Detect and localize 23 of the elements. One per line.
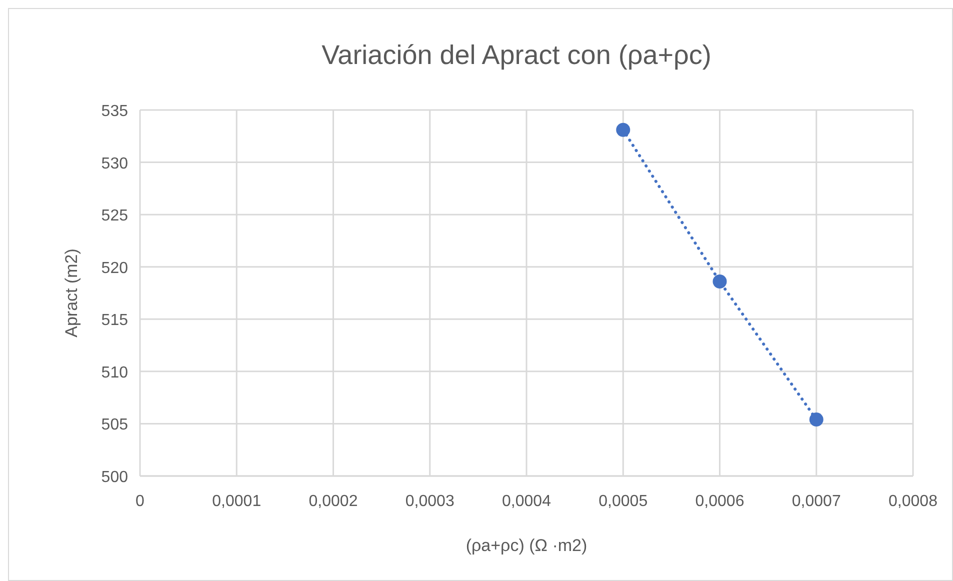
y-tick-label: 525 xyxy=(101,208,128,225)
x-tick-label: 0 xyxy=(136,493,145,510)
x-tick-label: 0,0001 xyxy=(212,493,262,510)
x-tick-label: 0,0008 xyxy=(888,493,938,510)
y-tick-label: 510 xyxy=(101,364,128,382)
x-tick-label: 0,0006 xyxy=(695,493,744,510)
x-tick-label: 0,0005 xyxy=(598,493,648,510)
point xyxy=(712,274,727,288)
y-tick-label: 515 xyxy=(101,312,128,330)
x-tick-label: 0,0004 xyxy=(502,493,552,510)
y-tick-label: 535 xyxy=(101,103,128,120)
point xyxy=(616,122,630,137)
point xyxy=(809,412,824,427)
x-tick-label: 0,0007 xyxy=(792,493,841,510)
x-tick-label: 0,0002 xyxy=(308,493,358,510)
y-axis-title: Apract (m2) xyxy=(62,248,81,338)
x-axis-title: (ρa+ρc) (Ω ·m2) xyxy=(466,536,588,555)
y-tick-label: 500 xyxy=(101,469,128,486)
x-tick-label: 0,0003 xyxy=(405,493,454,510)
y-tick-label: 530 xyxy=(101,155,128,172)
y-tick-label: 505 xyxy=(101,416,128,434)
chart-title: Variación del Apract con (ρa+ρc) xyxy=(322,40,712,70)
y-tick-label: 520 xyxy=(101,260,128,277)
